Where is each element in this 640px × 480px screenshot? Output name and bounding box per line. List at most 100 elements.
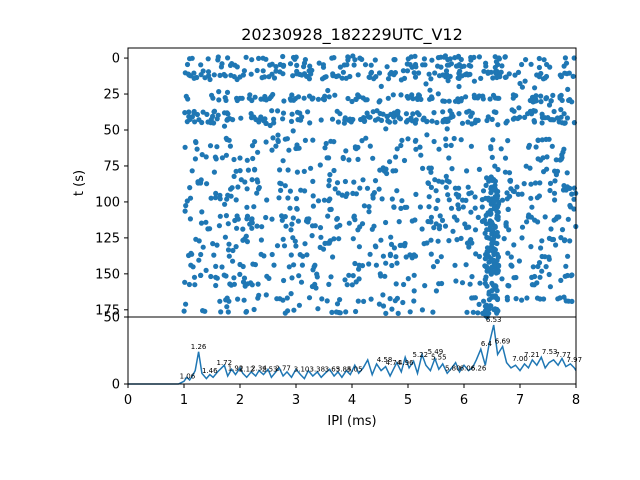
scatter-point: [210, 113, 216, 119]
scatter-point: [242, 283, 248, 289]
scatter-point: [546, 102, 553, 108]
scatter-point: [205, 226, 211, 232]
scatter-point: [377, 271, 383, 277]
scatter-point: [182, 144, 188, 150]
scatter-point: [182, 208, 188, 214]
scatter-point: [199, 119, 205, 126]
scatter-point: [433, 188, 439, 194]
scatter-point: [194, 146, 200, 152]
scatter-point: [310, 137, 316, 143]
scatter-point: [288, 118, 295, 124]
scatter-point: [489, 154, 495, 160]
peak-labels: 1.06 1.26 1.461.721.922.122.342.532.77 3.10…: [180, 316, 582, 380]
scatter-point: [403, 111, 409, 117]
scatter-point: [297, 252, 303, 258]
scatter-point: [384, 64, 390, 70]
scatter-point: [410, 111, 416, 117]
scatter-point: [385, 118, 391, 124]
scatter-point: [225, 309, 231, 315]
scatter-point: [531, 118, 537, 124]
peak-label: 4.96: [398, 359, 414, 367]
scatter-point: [337, 64, 343, 70]
scatter-point: [544, 166, 550, 172]
scatter-point: [426, 71, 432, 77]
scatter-point: [233, 244, 239, 250]
scatter-point: [217, 298, 223, 304]
scatter-point: [320, 64, 327, 70]
scatter-point: [562, 120, 568, 126]
scatter-point: [350, 273, 356, 279]
scatter-point: [546, 271, 552, 278]
scatter-point: [484, 175, 490, 181]
scatter-point: [535, 137, 541, 143]
scatter-point: [366, 74, 372, 80]
scatter-point: [248, 71, 254, 77]
scatter-point: [215, 54, 221, 60]
scatter-point: [241, 275, 248, 281]
scatter-point: [535, 219, 541, 225]
scatter-point: [276, 195, 282, 201]
scatter-point: [537, 180, 543, 186]
scatter-point: [450, 113, 456, 119]
scatter-point: [342, 178, 348, 185]
scatter-point: [435, 238, 441, 244]
scatter-point: [252, 167, 258, 173]
scatter-point: [373, 244, 379, 250]
scatter-point: [366, 261, 372, 267]
scatter-point: [384, 113, 390, 119]
scatter-point: [302, 137, 308, 143]
scatter-point: [370, 155, 376, 161]
scatter-point: [456, 83, 462, 90]
scatter-point: [376, 99, 382, 105]
scatter-point: [368, 296, 374, 302]
scatter-point: [231, 281, 237, 287]
scatter-point: [368, 70, 374, 76]
scatter-point: [325, 213, 331, 219]
scatter-point: [190, 264, 196, 270]
scatter-point: [491, 251, 497, 258]
scatter-point: [569, 191, 575, 197]
scatter-point: [218, 309, 224, 315]
scatter-point: [199, 152, 205, 158]
scatter-point: [472, 194, 478, 200]
scatter-point: [383, 310, 389, 316]
scatter-point: [503, 74, 509, 80]
scatter-point: [317, 244, 323, 250]
scatter-point: [302, 188, 308, 194]
scatter-point: [282, 310, 288, 316]
scatter-point: [465, 119, 471, 125]
scatter-point: [398, 77, 404, 83]
scatter-point: [564, 115, 571, 121]
scatter-point: [385, 95, 391, 101]
scatter-point: [438, 254, 444, 260]
scatter-point: [412, 217, 418, 223]
scatter-point: [468, 143, 474, 149]
scatter-point: [182, 279, 188, 285]
scatter-point: [483, 60, 489, 66]
scatter-point: [237, 271, 243, 277]
scatter-point: [222, 234, 228, 240]
scatter-point: [226, 241, 232, 247]
scatter-point: [446, 179, 452, 185]
scatter-point: [553, 216, 559, 222]
scatter-point: [357, 185, 363, 191]
scatter-point: [403, 254, 409, 260]
scatter-point: [240, 263, 246, 270]
scatter-point: [211, 169, 217, 175]
scatter-point: [495, 122, 501, 128]
scatter-point: [541, 57, 547, 63]
scatter-point: [416, 70, 422, 76]
scatter-point: [363, 135, 369, 141]
histogram-panel: 1.06 1.26 1.461.721.922.122.342.532.77 3.10…: [103, 311, 582, 430]
scatter-point: [506, 71, 512, 77]
scatter-point: [361, 118, 367, 124]
scatter-point: [347, 73, 353, 80]
scatter-point: [481, 298, 487, 304]
scatter-point: [275, 132, 281, 138]
scatter-point: [570, 73, 576, 79]
scatter-point: [216, 89, 222, 95]
scatter-point: [505, 138, 511, 144]
scatter-point: [443, 136, 449, 142]
scatter-point: [494, 209, 500, 215]
